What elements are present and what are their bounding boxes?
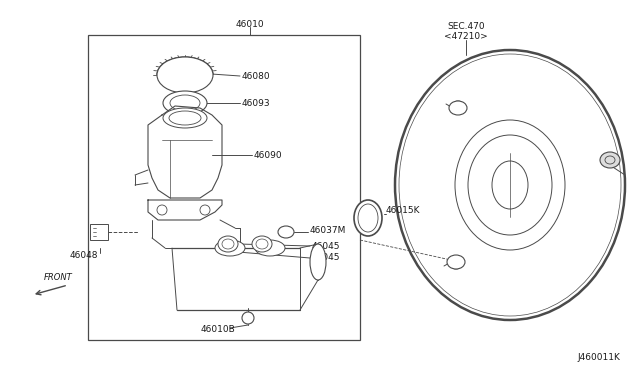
Ellipse shape [600,152,620,168]
Text: 46015K: 46015K [386,205,420,215]
Text: FRONT: FRONT [44,273,72,282]
Ellipse shape [449,101,467,115]
Text: 46045: 46045 [312,253,340,263]
Text: 46093: 46093 [242,99,271,108]
Ellipse shape [354,200,382,236]
Text: SEC.470: SEC.470 [447,22,485,31]
Ellipse shape [278,226,294,238]
Ellipse shape [157,57,213,93]
Ellipse shape [447,255,465,269]
Text: 46045: 46045 [312,241,340,250]
Ellipse shape [157,205,167,215]
Text: 46010: 46010 [236,19,264,29]
Ellipse shape [218,236,238,252]
Ellipse shape [163,108,207,128]
Text: J460011K: J460011K [577,353,620,362]
Ellipse shape [252,236,272,252]
Ellipse shape [215,240,245,256]
Text: 46048: 46048 [70,250,99,260]
Ellipse shape [310,244,326,280]
Ellipse shape [163,91,207,115]
Text: 46010B: 46010B [200,326,236,334]
Ellipse shape [395,50,625,320]
Ellipse shape [255,240,285,256]
Bar [88,35,360,340]
Ellipse shape [242,312,254,324]
Text: <47210>: <47210> [444,32,488,41]
Text: 46090: 46090 [254,151,283,160]
Text: 46080: 46080 [242,71,271,80]
Text: 46037M: 46037M [310,225,346,234]
Bar [90,224,108,240]
Ellipse shape [200,205,210,215]
